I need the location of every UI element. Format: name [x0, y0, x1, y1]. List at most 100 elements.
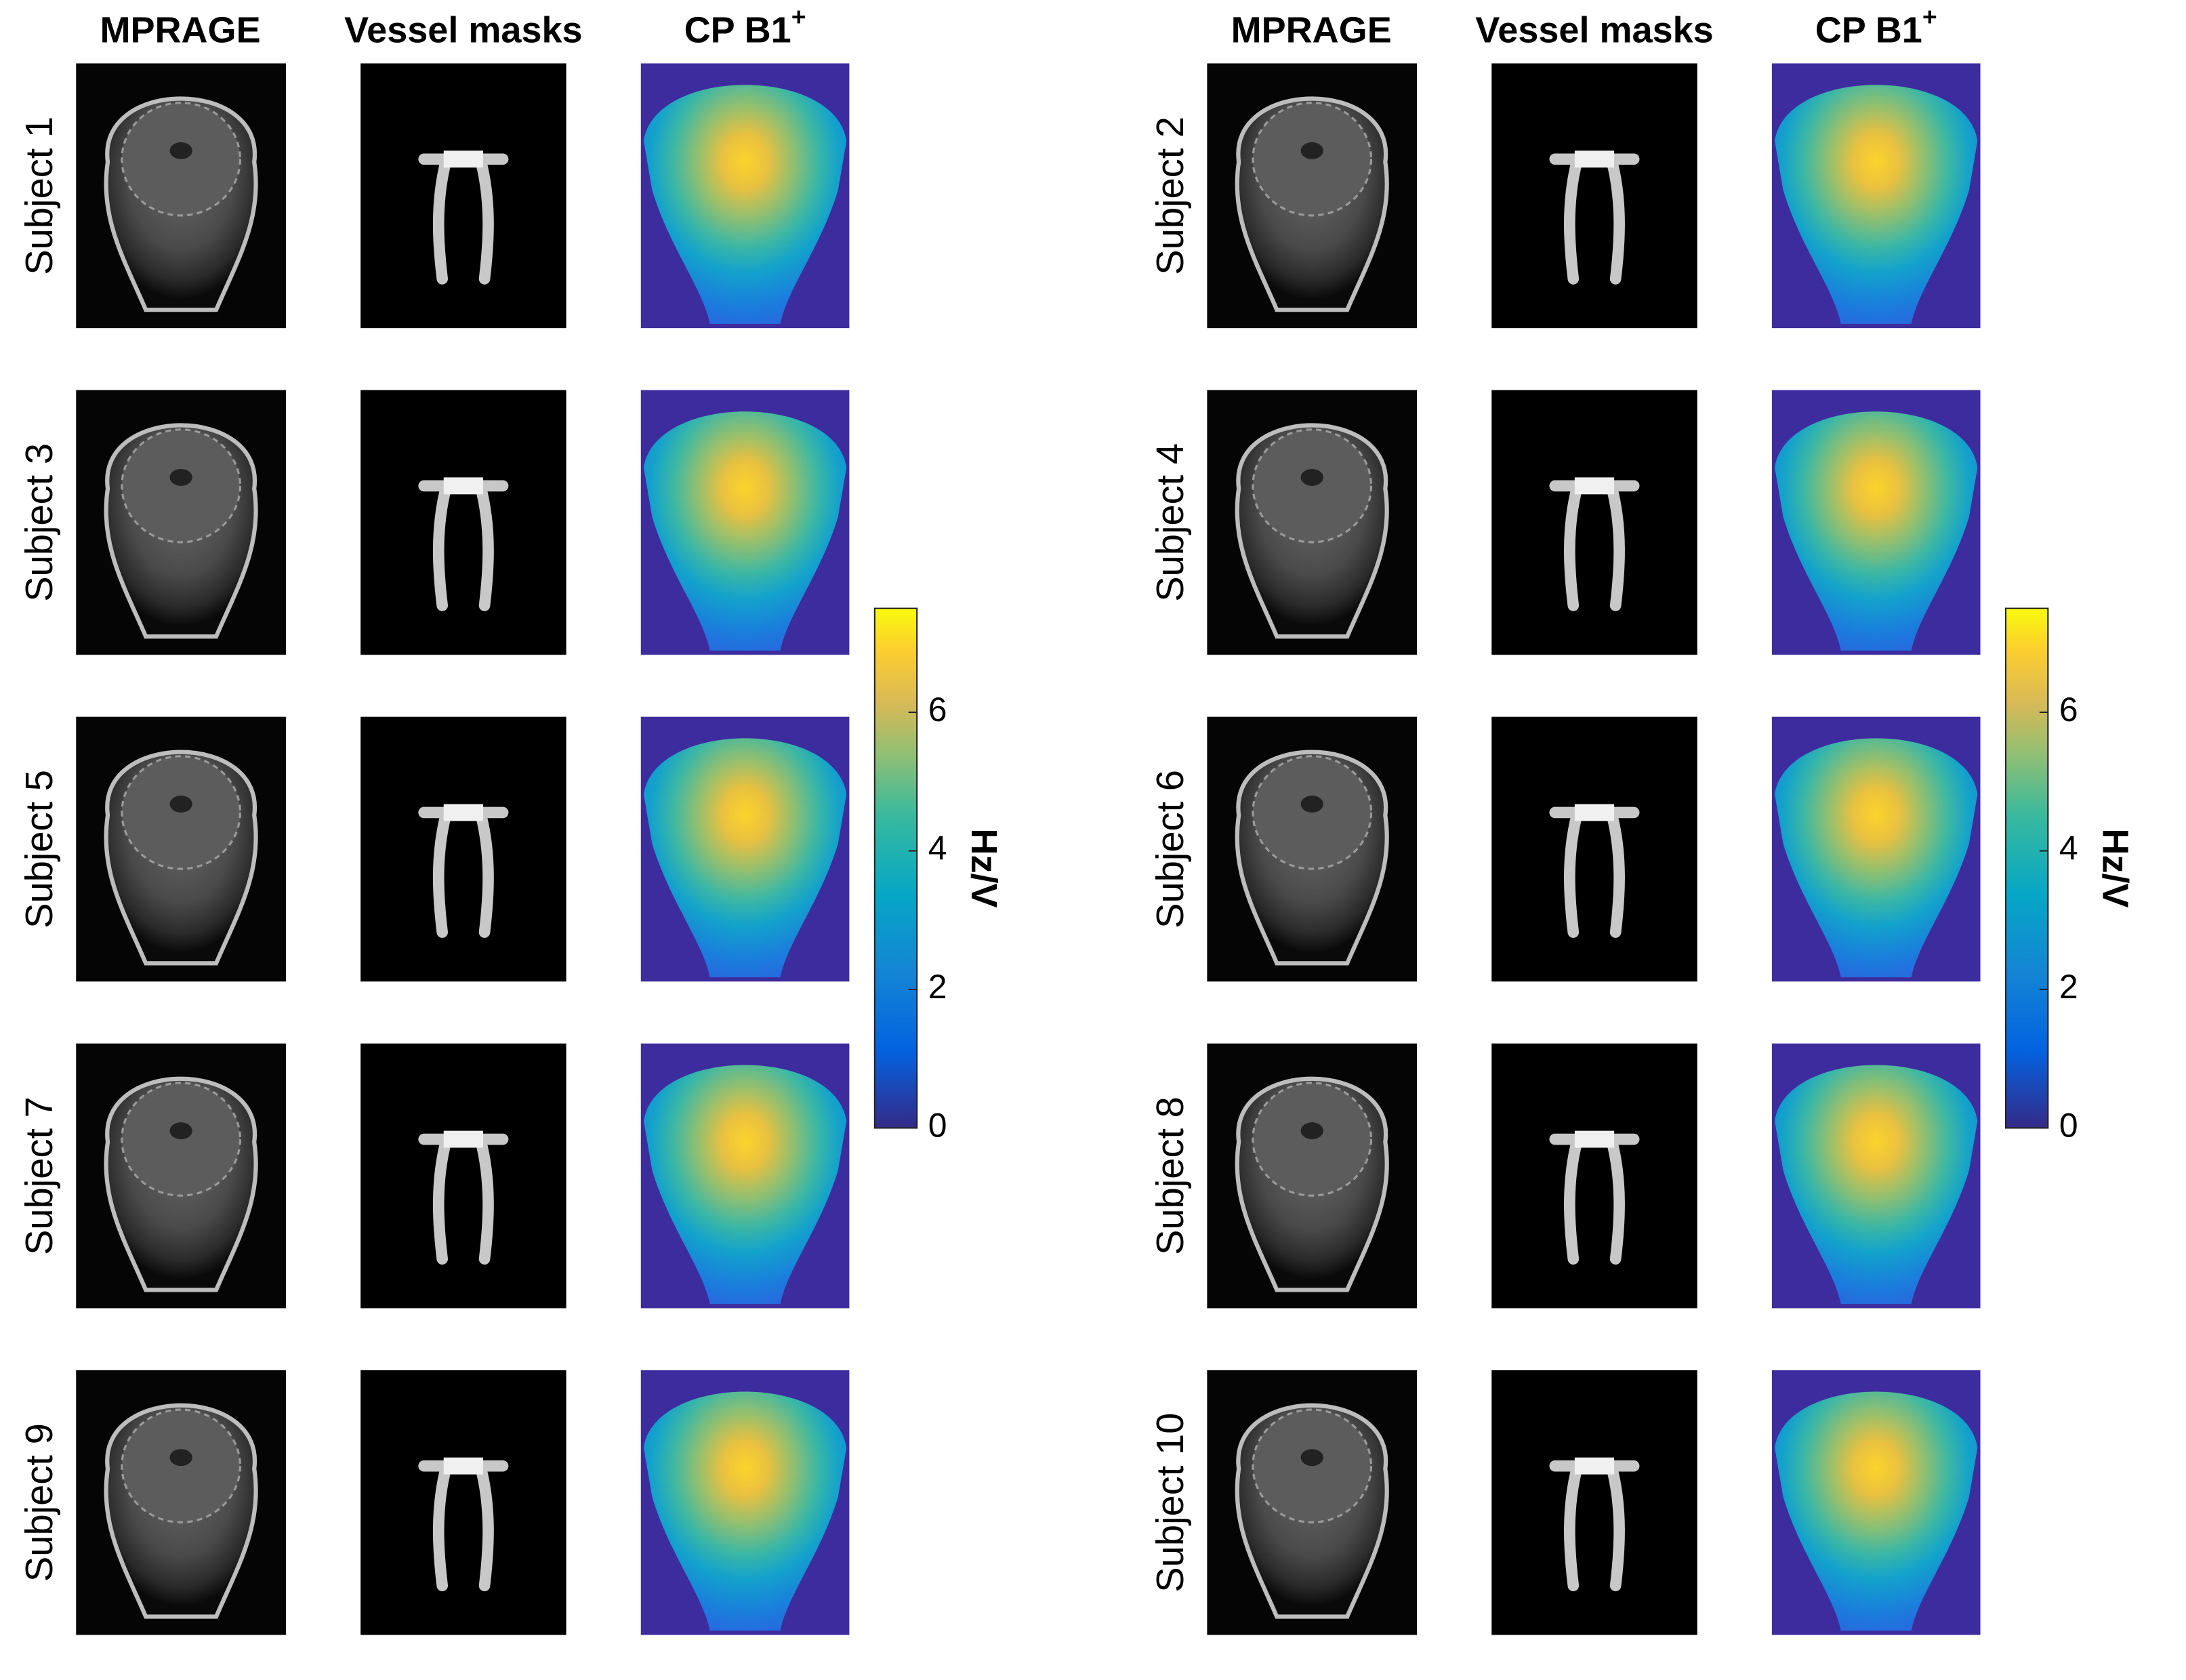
vessel-mask-image — [360, 390, 566, 655]
image-background — [360, 1370, 566, 1635]
b1-map — [643, 411, 847, 651]
colorbar-tick-label: 0 — [2059, 1107, 2078, 1145]
image-background — [1491, 716, 1697, 982]
b1-map — [643, 85, 847, 324]
b1-map-image — [640, 716, 850, 982]
subject-label: Subject 2 — [1149, 117, 1191, 275]
header-superscript: + — [791, 2, 806, 30]
image-background — [360, 63, 566, 329]
vessel-mask-image — [360, 1370, 566, 1635]
vessel-mask-image — [1491, 1043, 1697, 1309]
image-background — [1491, 1043, 1697, 1309]
subject-label: Subject 4 — [1149, 443, 1191, 602]
b1-map-image — [640, 1370, 850, 1635]
image-background — [1491, 390, 1697, 655]
ventricle — [169, 142, 192, 159]
image-background — [360, 1043, 566, 1309]
b1-map — [643, 1391, 847, 1631]
vessel-junction — [443, 1130, 483, 1148]
ventricle — [1300, 142, 1323, 159]
colorbar-tick-label: 6 — [928, 691, 947, 729]
vessel-junction — [1574, 477, 1615, 495]
colorbar-tick-label: 4 — [928, 829, 947, 867]
subject-label: Subject 9 — [18, 1423, 60, 1582]
subject-label: Subject 3 — [18, 443, 60, 602]
column-header: MPRAGE — [1231, 9, 1392, 50]
b1-map-image — [640, 63, 850, 329]
b1-map-image — [1771, 1043, 1981, 1309]
header-text: CP B1 — [684, 9, 791, 50]
b1-map-image — [1771, 716, 1981, 982]
mprage-image — [76, 1043, 286, 1309]
colorbar-tick-label: 0 — [928, 1107, 947, 1145]
mprage-image — [76, 390, 286, 655]
mprage-image — [1207, 1370, 1418, 1635]
mprage-image — [1207, 390, 1418, 655]
b1-map — [1775, 1391, 1978, 1631]
mprage-image — [76, 1370, 286, 1635]
ventricle — [169, 1449, 192, 1467]
image-background — [360, 716, 566, 982]
b1-map — [1775, 1065, 1978, 1305]
b1-map-image — [1771, 1370, 1981, 1635]
colorbar-label: Hz/V — [964, 829, 1004, 908]
subject-label: Subject 7 — [18, 1097, 60, 1255]
b1-map-image — [1771, 63, 1981, 329]
column-header: Vessel masks — [344, 9, 582, 50]
vessel-junction — [1574, 1457, 1615, 1475]
vessel-mask-image — [360, 716, 566, 982]
vessel-junction — [1574, 804, 1615, 821]
colorbar-tick-label: 6 — [2059, 691, 2078, 729]
mprage-image — [1207, 1043, 1418, 1309]
vessel-mask-image — [1491, 390, 1697, 655]
colorbar-tick-label: 4 — [2059, 829, 2078, 867]
ventricle — [169, 468, 192, 486]
column-header: CP B1+ — [684, 2, 806, 50]
b1-map — [1775, 85, 1978, 324]
colorbar — [2004, 607, 2049, 1129]
vessel-mask-image — [1491, 716, 1697, 982]
colorbar-tick-label: 2 — [2059, 968, 2078, 1006]
b1-map — [1775, 411, 1978, 651]
ventricle — [1300, 468, 1323, 486]
image-background — [1491, 1370, 1697, 1635]
ventricle — [1300, 1449, 1323, 1467]
b1-map — [643, 738, 847, 978]
vessel-junction — [443, 477, 483, 495]
b1-map — [643, 1065, 847, 1305]
ventricle — [1300, 796, 1323, 813]
vessel-junction — [443, 1457, 483, 1475]
header-text: CP B1 — [1815, 9, 1922, 50]
colorbar-tick-label: 2 — [928, 968, 947, 1006]
image-background — [360, 390, 566, 655]
colorbar — [873, 607, 918, 1129]
b1-map-image — [1771, 390, 1981, 655]
vessel-mask-image — [360, 1043, 566, 1309]
vessel-mask-image — [1491, 1370, 1697, 1635]
column-header: CP B1+ — [1815, 2, 1937, 50]
subject-label: Subject 10 — [1149, 1413, 1191, 1593]
column-header: Vessel masks — [1475, 9, 1713, 50]
b1-map — [1775, 738, 1978, 978]
vessel-mask-image — [360, 63, 566, 329]
colorbar-label: Hz/V — [2095, 829, 2135, 908]
ventricle — [169, 796, 192, 813]
header-superscript: + — [1922, 2, 1937, 30]
ventricle — [1300, 1122, 1323, 1140]
b1-map-image — [640, 1043, 850, 1309]
mprage-image — [76, 716, 286, 982]
vessel-junction — [1574, 1130, 1615, 1148]
vessel-junction — [443, 804, 483, 821]
vessel-junction — [443, 150, 483, 168]
mprage-image — [1207, 716, 1418, 982]
image-background — [1491, 63, 1697, 329]
mprage-image — [1207, 63, 1418, 329]
b1-map-image — [640, 390, 850, 655]
subject-label: Subject 6 — [1149, 770, 1191, 928]
vessel-mask-image — [1491, 63, 1697, 329]
mprage-image — [76, 63, 286, 329]
subject-label: Subject 8 — [1149, 1097, 1191, 1255]
column-header: MPRAGE — [100, 9, 260, 50]
